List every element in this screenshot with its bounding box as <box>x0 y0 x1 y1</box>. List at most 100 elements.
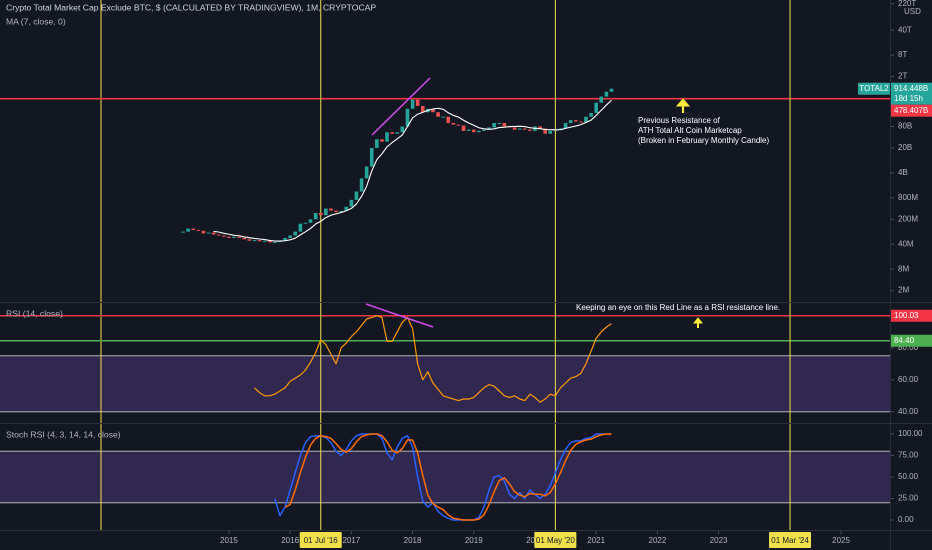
candle <box>568 120 573 123</box>
y-tick-label: 20B <box>898 143 912 152</box>
candle <box>538 126 542 129</box>
arrow <box>675 98 691 113</box>
date-label: 01 Mar '24 <box>771 536 809 545</box>
mid-layer <box>0 0 890 530</box>
y-tick-label: 80.00 <box>898 343 919 352</box>
candle <box>410 99 415 109</box>
candle <box>186 228 190 232</box>
x-tick-label: 2015 <box>220 536 238 545</box>
candle <box>191 228 196 231</box>
candle <box>497 122 502 124</box>
candle <box>528 129 532 131</box>
candle <box>466 129 471 131</box>
candle <box>288 235 292 238</box>
candle <box>471 129 476 133</box>
series-line <box>213 99 612 242</box>
candle <box>548 130 553 134</box>
y-tick-label: 200M <box>898 214 918 223</box>
y-tick-label: 800M <box>898 193 918 202</box>
annotation: ATH Total Alt Coin Marketcap <box>638 126 742 135</box>
line-label: 100.03 <box>894 311 919 320</box>
symbol-label: TOTAL2 <box>859 84 889 93</box>
x-tick-label: 2019 <box>465 536 483 545</box>
line-label-box <box>891 309 932 322</box>
x-tick-label: 2018 <box>404 536 422 545</box>
candle <box>487 127 491 130</box>
candle <box>543 128 548 134</box>
candle <box>420 105 425 113</box>
line-label: 478.407B <box>894 106 928 115</box>
candle <box>273 242 277 244</box>
candle <box>558 128 563 130</box>
candle <box>405 108 410 127</box>
y-tick-label: 100.00 <box>898 429 923 438</box>
candle <box>589 113 593 117</box>
candle <box>609 88 614 92</box>
candle <box>375 139 379 148</box>
series-line <box>274 433 612 521</box>
candle <box>242 237 247 240</box>
band-fill <box>0 355 890 412</box>
candle <box>369 147 374 167</box>
y-tick-label: 60.00 <box>898 375 919 384</box>
candle <box>574 120 578 122</box>
candle <box>354 191 359 200</box>
candle <box>584 116 588 123</box>
candle <box>308 219 313 223</box>
candle <box>252 240 257 242</box>
line-label-box <box>891 334 932 347</box>
candle <box>267 240 272 243</box>
candle <box>227 236 231 238</box>
x-tick-label: 2017 <box>342 536 360 545</box>
annotation: (Broken in February Monthly Candle) <box>638 136 770 145</box>
symbol-pill <box>858 82 890 95</box>
x-tick-label: 2021 <box>587 536 605 545</box>
countdown-label: 18d 15h <box>894 94 923 103</box>
arrow <box>692 317 704 328</box>
y-tick-label: 8M <box>898 264 909 273</box>
x-tick-label: 2022 <box>649 536 667 545</box>
candle <box>216 234 221 236</box>
y-tick-label: 40T <box>898 25 912 34</box>
y-tick-label: 0.00 <box>898 515 914 524</box>
candle <box>232 236 236 238</box>
candle <box>502 122 507 127</box>
price-pill <box>891 82 932 105</box>
indicator-title: RSI (14, close) <box>6 308 63 318</box>
candle <box>482 129 486 131</box>
series-line <box>284 433 612 521</box>
date-label: 01 Jul '16 <box>304 536 339 545</box>
candle <box>400 126 405 133</box>
candle <box>349 199 354 207</box>
candle <box>237 236 241 238</box>
candle <box>257 240 262 242</box>
y-tick-label: 2T <box>898 72 907 81</box>
price-label: 914.448B <box>894 84 928 93</box>
candle <box>339 211 343 213</box>
candle <box>431 108 435 113</box>
candle <box>395 132 400 134</box>
indicator-title: MA (7, close, 0) <box>6 16 66 26</box>
candle <box>522 128 527 130</box>
candle <box>324 208 328 216</box>
y-tick-label: 8T <box>898 50 907 59</box>
candle <box>415 99 420 106</box>
x-tick-label: 2016 <box>281 536 299 545</box>
y-tick-label: 80B <box>898 122 912 131</box>
annotation: Previous Resistance of <box>638 116 721 125</box>
candle <box>477 130 481 133</box>
candle <box>594 102 598 114</box>
candle <box>451 122 456 125</box>
candle <box>222 235 226 237</box>
candle <box>380 139 384 142</box>
annotation: Keeping an eye on this Red Line as a RSI… <box>576 303 780 312</box>
candle <box>247 239 252 241</box>
candle <box>441 116 445 118</box>
candle <box>329 208 333 211</box>
candle <box>313 212 318 220</box>
x-tick-label: 2023 <box>710 536 728 545</box>
candle <box>318 212 323 216</box>
candle <box>283 237 287 241</box>
